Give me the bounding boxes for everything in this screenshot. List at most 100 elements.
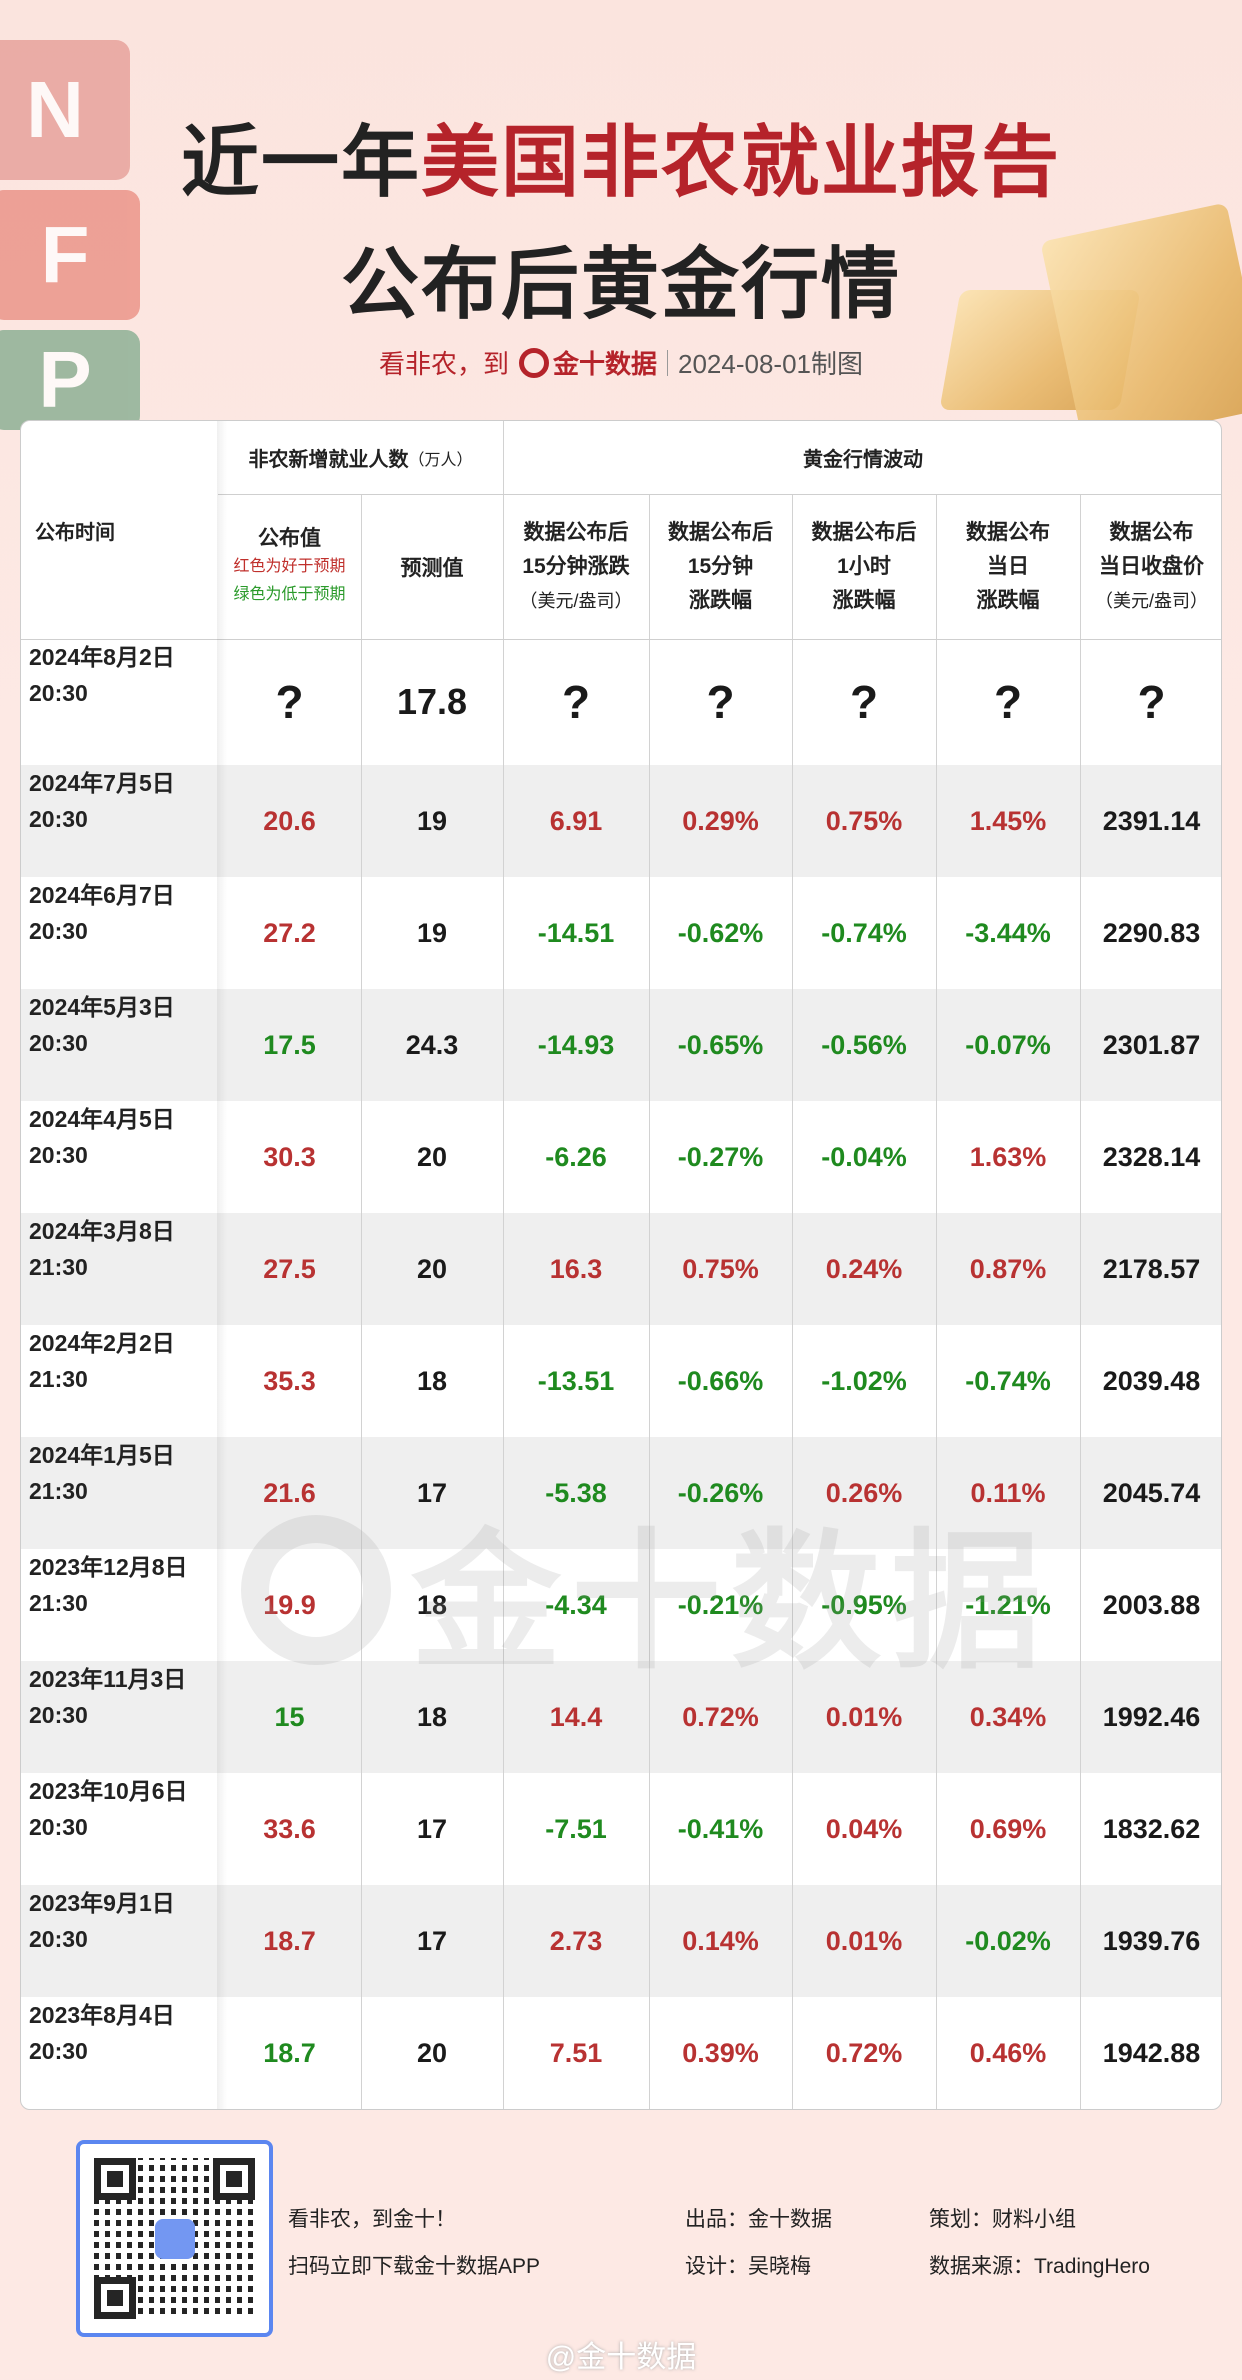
- p15-cell: -0.26%: [677, 1477, 764, 1508]
- watermark: 金十数据: [241, 1481, 1051, 1698]
- footer-source: 数据来源：TradingHero: [929, 2255, 1150, 2278]
- forecast-cell: 17.8: [396, 681, 468, 722]
- pday-cell: -0.74%: [965, 1365, 1051, 1396]
- release-time-cell: 2023年9月1日 20:30: [29, 1890, 175, 1952]
- table-row: 2024年4月5日 20:30 30.3 20 -6.26 -0.27% -0.04% 1.6…: [21, 1101, 1221, 1213]
- nfp-gold-table: 公布时间 非农新增就业人数 （万人） 黄金行情波动 公布值 红色为好于预期 绿色为…: [20, 420, 1222, 2110]
- m15-cell: -4.34: [545, 1589, 607, 1620]
- close-cell: 2039.48: [1102, 1365, 1201, 1396]
- release-time-cell: 2024年3月8日 21:30: [29, 1218, 175, 1280]
- forecast-cell: 19: [416, 917, 448, 948]
- header-time: 公布时间: [35, 521, 115, 544]
- close-cell: ?: [1137, 676, 1166, 728]
- forecast-cell: 18: [416, 1365, 448, 1396]
- pday-cell: 1.63%: [969, 1141, 1047, 1172]
- p15-cell: ?: [706, 676, 735, 728]
- p1h-cell: 0.75%: [825, 805, 903, 836]
- p1h-cell: 0.01%: [825, 1701, 903, 1732]
- table-row: 2024年3月8日 21:30 27.5 20 16.3 0.75% 0.24% 0.87% 2…: [21, 1213, 1221, 1325]
- m15-cell: 14.4: [549, 1701, 603, 1732]
- m15-cell: -6.26: [545, 1141, 607, 1172]
- subtitle-lead: 看非农，到: [378, 349, 509, 379]
- actual-cell: ?: [275, 676, 304, 728]
- header-h-15m-move: 数据公布后 15分钟涨跌 （美元/盎司）: [519, 520, 633, 611]
- p1h-cell: 0.04%: [825, 1813, 903, 1844]
- p15-cell: -0.62%: [677, 917, 764, 948]
- release-time-cell: 2024年6月7日 20:30: [29, 882, 175, 944]
- p1h-cell: 0.72%: [825, 2037, 903, 2068]
- pday-cell: 0.46%: [969, 2037, 1047, 2068]
- actual-cell: 18.7: [263, 1925, 316, 1956]
- forecast-cell: 19: [416, 805, 448, 836]
- p1h-cell: -1.02%: [821, 1365, 907, 1396]
- header-nfp-group: 非农新增就业人数 （万人）: [248, 449, 473, 471]
- p1h-cell: 0.24%: [825, 1253, 903, 1284]
- footer-line1: 看非农，到金十！: [288, 2208, 456, 2231]
- forecast-cell: 20: [416, 2037, 448, 2068]
- header-actual: 公布值 红色为好于预期 绿色为低于预期: [233, 526, 346, 603]
- m15-cell: -14.51: [537, 917, 615, 948]
- p15-cell: 0.29%: [682, 805, 759, 836]
- p15-cell: 0.75%: [682, 1253, 759, 1284]
- table-row: 2023年10月6日 20:30 33.6 17 -7.51 -0.41% 0.04% 0.6…: [21, 1773, 1221, 1885]
- pday-cell: 0.87%: [969, 1253, 1047, 1284]
- pday-cell: 0.69%: [969, 1813, 1047, 1844]
- p1h-cell: -0.74%: [821, 917, 907, 948]
- actual-cell: 27.5: [263, 1253, 316, 1284]
- p15-cell: -0.41%: [677, 1813, 764, 1844]
- actual-cell: 30.3: [263, 1141, 316, 1172]
- header-h-day-pct: 数据公布 当日 涨跌幅: [966, 520, 1050, 612]
- p1h-cell: 0.26%: [825, 1477, 903, 1508]
- pday-cell: 0.11%: [970, 1477, 1046, 1508]
- nfp-block-n: N: [0, 40, 130, 180]
- p1h-cell: -0.56%: [821, 1029, 907, 1060]
- divider: [667, 349, 669, 376]
- p1h-cell: 0.01%: [825, 1925, 903, 1956]
- release-time-cell: 2024年7月5日 20:30: [29, 770, 175, 832]
- table-row: 2023年8月4日 20:30 18.7 20 7.51 0.39% 0.72% 0.46% 1…: [21, 1997, 1221, 2109]
- release-time-cell: 2024年1月5日 21:30: [29, 1442, 175, 1504]
- pday-cell: ?: [993, 676, 1023, 728]
- m15-cell: -7.51: [545, 1813, 607, 1844]
- jin10-logo-icon: [241, 1514, 391, 1665]
- close-cell: 2003.88: [1102, 1589, 1201, 1620]
- release-time-cell: 2024年4月5日 20:30: [29, 1106, 175, 1168]
- release-time-cell: 2023年8月4日 20:30: [29, 2002, 175, 2064]
- release-time-cell: 2024年8月2日 20:30: [29, 644, 175, 706]
- actual-cell: 27.2: [263, 917, 316, 948]
- release-time-cell: 2024年2月2日 21:30: [29, 1330, 175, 1392]
- header-h-1h-pct: 数据公布后 1小时 涨跌幅: [811, 520, 917, 612]
- close-cell: 1939.76: [1102, 1925, 1201, 1956]
- m15-cell: -13.51: [537, 1365, 615, 1396]
- download-qr-code[interactable]: [76, 2140, 273, 2337]
- pday-cell: -3.44%: [965, 917, 1051, 948]
- p1h-cell: -0.04%: [821, 1141, 907, 1172]
- footer-planner: 策划：财料小组: [929, 2208, 1076, 2231]
- pday-cell: -0.07%: [965, 1029, 1051, 1060]
- p15-cell: -0.66%: [677, 1365, 764, 1396]
- actual-cell: 20.6: [263, 805, 316, 836]
- p15-cell: -0.65%: [677, 1029, 764, 1060]
- actual-cell: 17.5: [263, 1029, 316, 1060]
- nfp-block-p: P: [0, 330, 140, 430]
- forecast-cell: 18: [416, 1589, 448, 1620]
- close-cell: 1832.62: [1102, 1813, 1201, 1844]
- forecast-cell: 20: [416, 1141, 448, 1172]
- actual-cell: 18.7: [263, 2037, 316, 2068]
- close-cell: 1942.88: [1102, 2037, 1201, 2068]
- subtitle: 看非农，到 金十数据 2024-08-01制图: [0, 344, 1242, 381]
- table-row: 2024年5月3日 20:30 17.5 24.3 -14.93 -0.65% -0.56%…: [21, 989, 1221, 1101]
- close-cell: 2328.14: [1102, 1141, 1201, 1172]
- p1h-cell: ?: [849, 676, 879, 728]
- table-row: 2023年9月1日 20:30 18.7 17 2.73 0.14% 0.01% -0.02%…: [21, 1885, 1221, 1997]
- p15-cell: 0.72%: [682, 1701, 759, 1732]
- header-h-15m-pct: 数据公布后 15分钟 涨跌幅: [668, 520, 773, 612]
- release-time-cell: 2023年10月6日 20:30: [29, 1778, 188, 1840]
- close-cell: 1992.46: [1102, 1701, 1201, 1732]
- m15-cell: 16.3: [549, 1253, 603, 1284]
- close-cell: 2178.57: [1102, 1253, 1201, 1284]
- header-gold-group: 黄金行情波动: [803, 449, 923, 471]
- forecast-cell: 24.3: [405, 1029, 459, 1060]
- m15-cell: 2.73: [549, 1925, 603, 1956]
- release-time-cell: 2024年5月3日 20:30: [29, 994, 175, 1056]
